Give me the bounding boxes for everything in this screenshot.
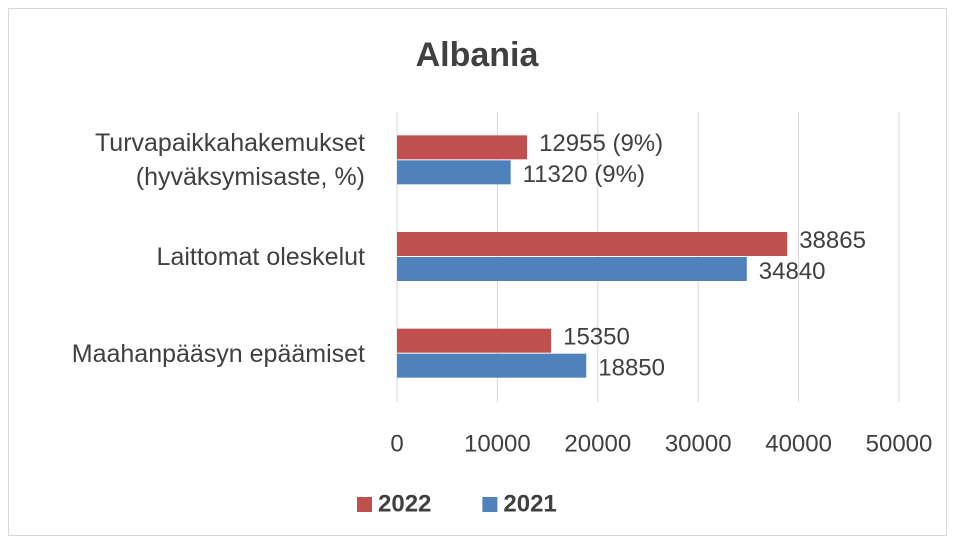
- data-label: 11320 (9%): [523, 161, 645, 188]
- bar: [397, 135, 528, 160]
- x-tick-label: 30000: [665, 430, 732, 457]
- data-label: 34840: [759, 258, 826, 285]
- bar: [397, 257, 747, 281]
- legend-swatch: [357, 497, 372, 512]
- legend-label: 2022: [378, 490, 431, 517]
- x-tick-label: 0: [390, 430, 403, 457]
- bar: [397, 232, 788, 256]
- y-tick-label: Turvapaikkahakemukset (hyväksymisaste, %…: [94, 129, 365, 192]
- x-tick-label: 40000: [765, 430, 832, 457]
- bar: [397, 353, 587, 378]
- data-label: 38865: [799, 227, 866, 254]
- y-tick-label: Maahanpääsyn epäämiset: [71, 339, 365, 368]
- data-label: 18850: [598, 355, 665, 382]
- y-tick-label: Laittomat oleskelut: [156, 243, 365, 271]
- legend-label: 2021: [503, 490, 556, 517]
- bar: [397, 328, 552, 353]
- data-label: 15350: [563, 324, 630, 351]
- x-tick-label: 20000: [564, 430, 631, 457]
- legend-swatch: [482, 497, 498, 512]
- x-tick-label: 10000: [464, 430, 531, 457]
- bar: [397, 160, 511, 185]
- x-tick-label: 50000: [866, 430, 933, 457]
- chart-title: Albania: [416, 36, 540, 74]
- data-label: 12955 (9%): [539, 130, 663, 157]
